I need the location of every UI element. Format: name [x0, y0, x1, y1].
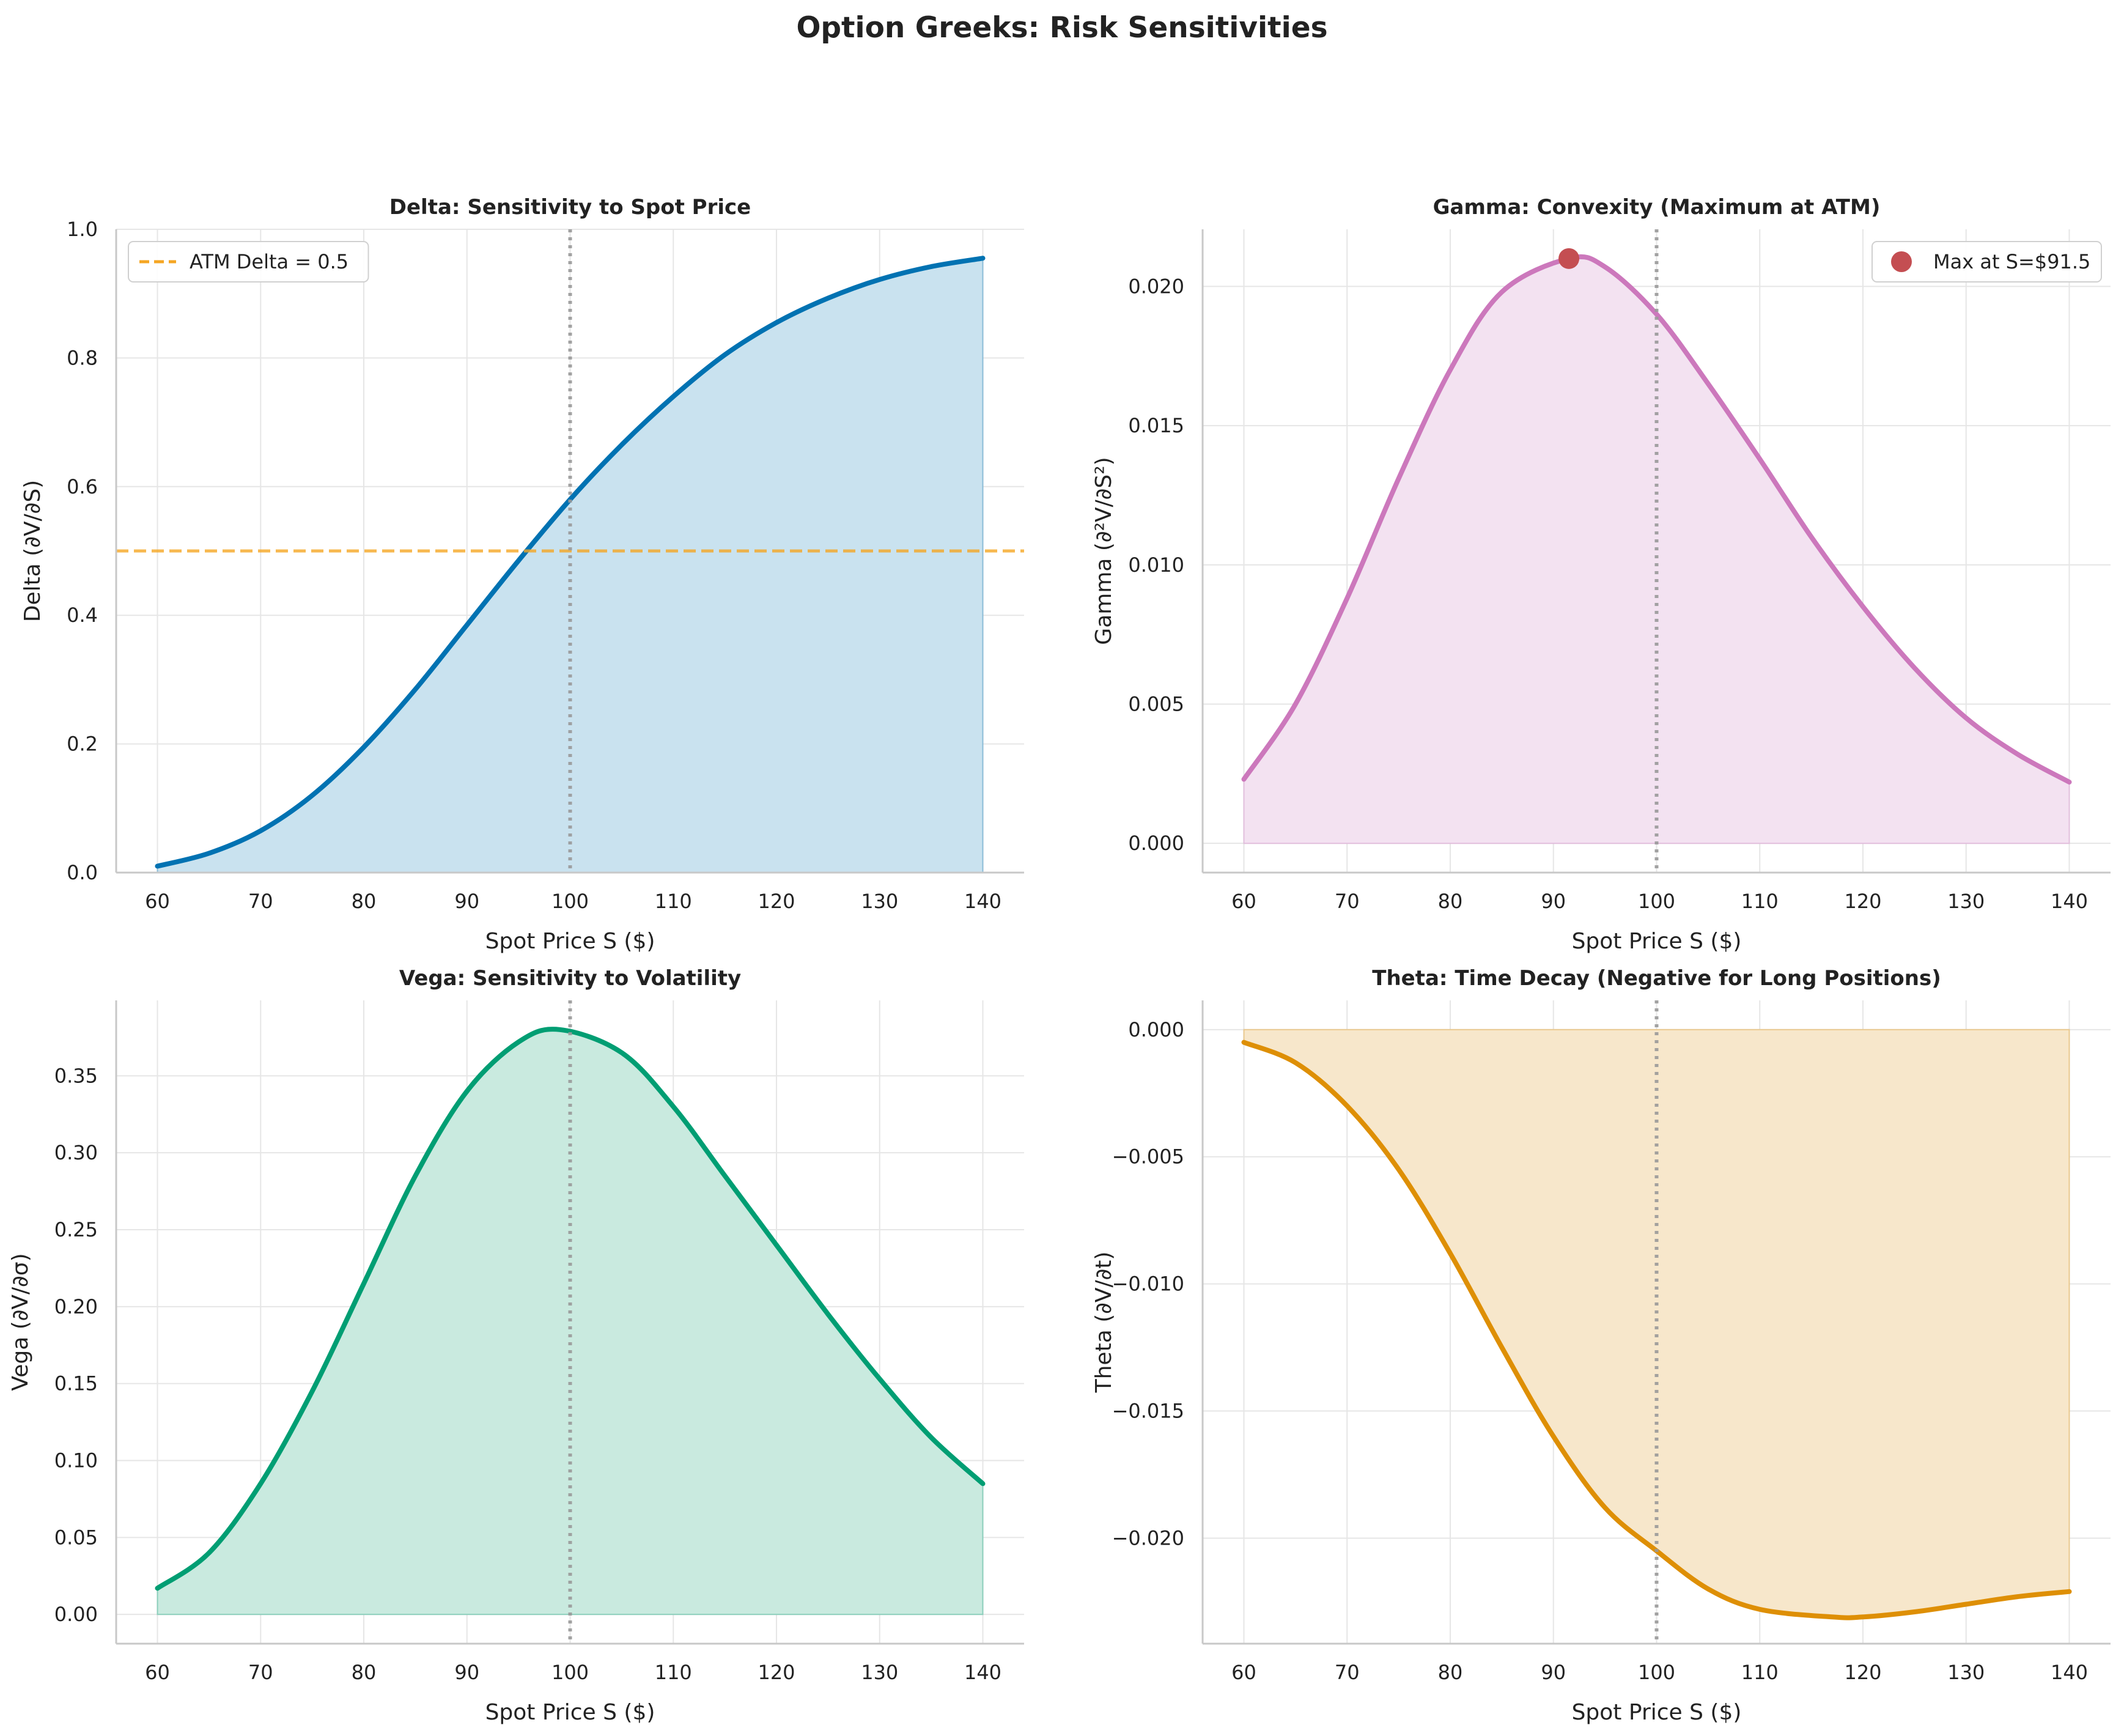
legend-label: ATM Delta = 0.5 [190, 250, 348, 273]
x-tick-label: 80 [352, 1661, 377, 1684]
x-tick-label: 60 [145, 1661, 170, 1684]
y-tick-label: 0.010 [1128, 553, 1184, 577]
x-tick-label: 90 [454, 890, 479, 913]
x-tick-label: 70 [1335, 1661, 1360, 1684]
x-tick-label: 70 [1335, 890, 1360, 913]
y-tick-label: 0.20 [54, 1295, 98, 1318]
x-tick-label: 130 [1947, 1661, 1985, 1684]
legend: ATM Delta = 0.5 [128, 241, 369, 283]
y-tick-label: 0.015 [1128, 414, 1184, 437]
subplot-title: Theta: Time Decay (Negative for Long Pos… [1372, 966, 1941, 991]
y-tick-label: 0.6 [67, 475, 98, 498]
x-tick-label: 110 [1741, 1661, 1779, 1684]
subplot-title: Delta: Sensitivity to Spot Price [389, 195, 751, 220]
x-tick-label: 80 [1438, 1661, 1463, 1684]
y-tick-label: 0.000 [1128, 1018, 1184, 1041]
y-tick-label: 0.10 [54, 1449, 98, 1472]
y-tick-label: 0.4 [67, 604, 98, 627]
x-axis-label: Spot Price S ($) [485, 1700, 655, 1725]
y-tick-label: −0.020 [1112, 1526, 1184, 1549]
x-tick-label: 100 [1638, 890, 1675, 913]
y-tick-label: 0.00 [54, 1603, 98, 1626]
y-tick-label: −0.010 [1112, 1272, 1184, 1296]
subplot-title: Vega: Sensitivity to Volatility [399, 966, 741, 991]
subplot-2: 60 70 80 90 100 110 120 130 140 0.000 0.005 0.010 0.… [1091, 195, 2111, 954]
series-line [155, 1027, 986, 1591]
subplot-4: 60 70 80 90 100 110 120 130 140 0.000 −0.005 −0.010… [1091, 966, 2111, 1725]
x-tick-label: 80 [1438, 890, 1463, 913]
series-line [155, 256, 986, 869]
x-tick-label: 130 [1947, 890, 1985, 913]
x-tick-label: 120 [1844, 1661, 1881, 1684]
x-tick-label: 120 [758, 890, 795, 913]
subplot-3: 60 70 80 90 100 110 120 130 140 0.00 0.05 0.10 0.15 0… [8, 966, 1024, 1725]
x-tick-label: 80 [352, 890, 377, 913]
x-tick-label: 70 [248, 890, 273, 913]
x-tick-label: 140 [964, 890, 1001, 913]
x-tick-label: 110 [655, 1661, 692, 1684]
x-tick-label: 100 [1638, 1661, 1675, 1684]
x-tick-label: 130 [861, 890, 898, 913]
legend-box [1871, 241, 2102, 283]
series-line [1241, 254, 2072, 785]
x-tick-label: 120 [758, 1661, 795, 1684]
x-tick-label: 60 [1231, 890, 1256, 913]
y-tick-label: −0.005 [1112, 1145, 1184, 1169]
y-tick-label: 0.2 [67, 733, 98, 756]
y-tick-label: 0.30 [54, 1141, 98, 1164]
y-tick-label: 0.005 [1128, 692, 1184, 715]
y-tick-label: −0.015 [1112, 1400, 1184, 1423]
y-tick-label: 0.35 [54, 1064, 98, 1087]
x-tick-label: 90 [1541, 890, 1566, 913]
y-axis-label: Gamma (∂²V/∂S²) [1091, 457, 1116, 645]
x-tick-label: 130 [861, 1661, 898, 1684]
x-tick-label: 60 [145, 890, 170, 913]
x-tick-label: 110 [655, 890, 692, 913]
y-tick-label: 0.15 [54, 1372, 98, 1395]
y-tick-label: 0.8 [67, 346, 98, 369]
x-axis-label: Spot Price S ($) [485, 929, 655, 954]
x-tick-label: 140 [2051, 890, 2088, 913]
x-tick-label: 90 [1541, 1661, 1566, 1684]
max-gamma-marker [1558, 248, 1580, 269]
x-axis-label: Spot Price S ($) [1572, 1700, 1742, 1725]
legend-label: Max at S=$91.5 [1933, 250, 2090, 273]
y-tick-label: 0.020 [1128, 275, 1184, 298]
x-tick-label: 70 [248, 1661, 273, 1684]
subplot-1: 60 70 80 90 100 110 120 130 140 0.0 0.2 0.4 0.6 0.8 1.… [20, 195, 1024, 954]
legend: Max at S=$91.5 [1871, 241, 2102, 283]
y-tick-label: 0.000 [1128, 832, 1184, 855]
y-tick-label: 0.05 [54, 1526, 98, 1549]
legend-dot-swatch [1891, 251, 1912, 272]
x-tick-label: 100 [551, 1661, 589, 1684]
y-tick-label: 1.0 [67, 218, 98, 241]
x-tick-label: 60 [1231, 1661, 1256, 1684]
x-tick-label: 100 [551, 890, 589, 913]
legend-box [128, 241, 369, 283]
figure-title: Option Greeks: Risk Sensitivities [796, 11, 1328, 45]
x-tick-label: 140 [2051, 1661, 2088, 1684]
x-tick-label: 120 [1844, 890, 1881, 913]
series-fill-area [1243, 1029, 2070, 1619]
series-line [1241, 1040, 2072, 1620]
y-axis-label: Theta (∂V/∂t) [1091, 1252, 1116, 1394]
y-tick-label: 0.0 [67, 861, 98, 884]
y-tick-label: 0.25 [54, 1218, 98, 1241]
y-axis-label: Vega (∂V/∂σ) [8, 1253, 33, 1391]
subplot-title: Gamma: Convexity (Maximum at ATM) [1433, 195, 1881, 220]
y-axis-label: Delta (∂V/∂S) [20, 480, 45, 622]
x-tick-label: 140 [964, 1661, 1001, 1684]
x-axis-label: Spot Price S ($) [1572, 929, 1742, 954]
x-tick-label: 110 [1741, 890, 1779, 913]
x-tick-label: 90 [454, 1661, 479, 1684]
